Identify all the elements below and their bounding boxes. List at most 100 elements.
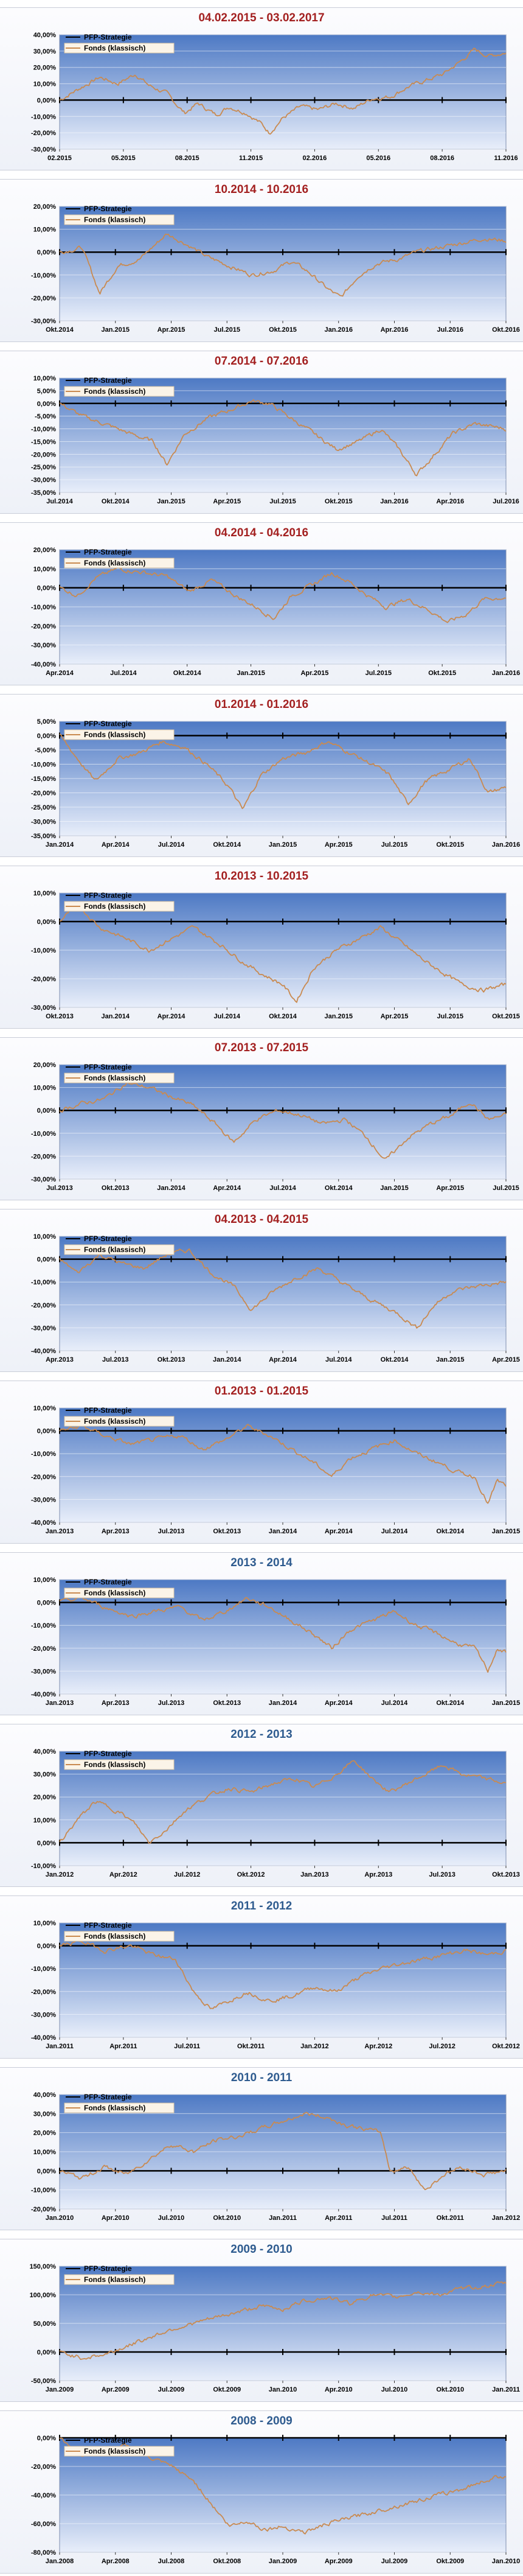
legend-fund-label: Fonds (klassisch) [84,2275,145,2284]
x-tick-label: Jul.2014 [381,1699,408,1707]
y-tick-label: -20,00% [31,451,56,458]
y-tick-label: 30,00% [33,1771,57,1779]
x-tick-label: Jul.2015 [365,670,392,677]
y-tick-label: -30,00% [31,477,56,484]
x-tick-label: Jan.2014 [213,1356,241,1363]
x-tick-label: Jul.2013 [158,1699,184,1707]
x-tick-label: Jan.2015 [492,1528,520,1535]
y-tick-label: 20,00% [33,1062,57,1069]
x-tick-label: Jan.2016 [380,498,408,505]
x-tick-label: Okt.2014 [436,1699,465,1707]
legend-strategy-label: PFP-Strategie [84,205,132,213]
legend-fund-label: Fonds (klassisch) [84,2104,145,2112]
y-tick-label: -10,00% [31,113,56,121]
legend-strategy-label: PFP-Strategie [84,33,132,41]
x-tick-label: Jul.2015 [269,498,296,505]
x-tick-label: Okt.2015 [436,841,464,849]
chart-title: 04.2014 - 04.2016 [214,527,309,539]
y-tick-label: 0,00% [37,2349,56,2356]
x-tick-label: Jan.2015 [237,670,265,677]
legend-fund-box [64,1244,175,1255]
legend-fund-label: Fonds (klassisch) [84,1932,145,1941]
y-tick-label: -40,00% [31,2492,56,2499]
x-tick-label: 08.2016 [430,155,454,162]
legend-strategy-label: PFP-Strategie [84,376,132,385]
y-tick-label: -40,00% [31,661,56,668]
legend-fund-label: Fonds (klassisch) [84,1589,145,1597]
y-tick-label: 0,00% [37,1943,56,1950]
x-tick-label: Jan.2015 [436,1356,464,1363]
x-tick-label: Okt.2013 [492,1871,520,1878]
x-tick-label: Jan.2014 [102,1013,130,1020]
y-tick-label: -10,00% [31,1279,56,1286]
chart-svg: 10,00% 0,00% -10,00% -20,00% -30,00%Okt.2013… [31,890,520,1020]
x-tick-label: Jan.2015 [492,1699,520,1707]
x-tick-label: Apr.2009 [102,2386,130,2393]
x-tick-label: Jan.2009 [46,2386,74,2393]
legend-fund-label: Fonds (klassisch) [84,215,145,224]
chart-panel: 04.02.2015 - 03.02.2017 40,00% 30,00% 20,00… [0,7,523,170]
x-tick-label: Apr.2014 [269,1356,297,1363]
y-tick-label: 20,00% [33,2130,57,2137]
y-tick-label: -20,00% [31,2463,56,2471]
y-tick-label: -30,00% [31,318,56,325]
y-tick-label: -15,00% [31,775,56,783]
x-tick-label: Jan.2012 [492,2214,520,2222]
y-tick-label: -35,00% [31,833,56,840]
x-tick-label: Okt.2013 [102,1185,130,1192]
chart-panel: 04.2013 - 04.2015 10,00% 0,00% -10,00% -20,0… [0,1209,523,1372]
y-tick-label: 0,00% [37,1600,56,1607]
x-tick-label: Jul.2016 [437,326,463,334]
x-tick-label: Jul.2014 [110,670,137,677]
x-tick-label: Jul.2015 [214,326,240,334]
legend-fund-box [64,1931,175,1942]
chart-panel: 2013 - 2014 10,00% 0,00% -10,00% -20,00% -30,… [0,1552,523,1715]
x-tick-label: Okt.2013 [213,1699,241,1707]
y-tick-label: -30,00% [31,1004,56,1012]
y-tick-label: -35,00% [31,489,56,497]
x-tick-label: Apr.2012 [109,1871,137,1878]
y-tick-label: -30,00% [31,819,56,826]
chart-title: 07.2014 - 07.2016 [214,355,309,368]
x-tick-label: Jan.2010 [492,2558,520,2565]
x-tick-label: Okt.2015 [269,326,297,334]
x-tick-label: Jul.2012 [174,1871,200,1878]
legend-fund-box [64,2446,175,2457]
y-tick-label: -20,00% [31,1989,56,1996]
y-tick-label: -30,00% [31,146,56,153]
x-tick-label: Jan.2010 [269,2386,297,2393]
chart-panel: 2012 - 2013 40,00% 30,00% 20,00% 10,00% 0,00%… [0,1724,523,1887]
fund-series-line [59,47,507,135]
x-tick-label: 05.2015 [111,155,136,162]
x-tick-label: Apr.2015 [213,498,241,505]
chart-panel: 10.2013 - 10.2015 10,00% 0,00% -10,00% -20,0… [0,866,523,1029]
x-tick-label: Jul.2014 [269,1185,296,1192]
y-tick-label: -10,00% [31,761,56,769]
x-tick-label: Apr.2010 [325,2386,353,2393]
plot-area [59,1236,507,1351]
x-tick-label: Apr.2014 [213,1185,241,1192]
x-tick-label: Apr.2014 [325,1528,353,1535]
chart-svg: 10,00%0,00%-10,00%-20,00%-30,00%-40,00%J… [31,1405,520,1535]
x-tick-label: Okt.2014 [269,1013,297,1020]
x-tick-label: Jul.2014 [381,1528,408,1535]
chart-panel: 01.2013 - 01.2015 10,00% 0,00% -10,00% -20,0… [0,1381,523,1544]
legend-strategy-label: PFP-Strategie [84,1063,132,1071]
y-tick-label: 20,00% [33,547,57,554]
y-tick-label: 30,00% [33,48,57,55]
legend-strategy-label: PFP-Strategie [84,891,132,900]
y-tick-label: 0,00% [37,2435,56,2442]
legend: PFP-Strategie Fonds (klassisch) [64,2264,175,2285]
y-tick-label: -20,00% [31,1474,56,1481]
x-tick-label: Jul.2011 [174,2043,200,2050]
legend-strategy-label: PFP-Strategie [84,1578,132,1586]
x-tick-label: Apr.2014 [46,670,74,677]
y-tick-label: 10,00% [33,565,57,573]
legend-strategy-label: PFP-Strategie [84,1234,132,1243]
x-tick-label: Jan.2015 [380,1185,408,1192]
y-tick-label: 10,00% [33,1405,57,1412]
y-tick-label: -5,00% [35,747,56,754]
y-tick-label: 20,00% [33,203,57,211]
x-tick-label: Okt.2009 [213,2386,241,2393]
fund-series-line [59,733,507,810]
